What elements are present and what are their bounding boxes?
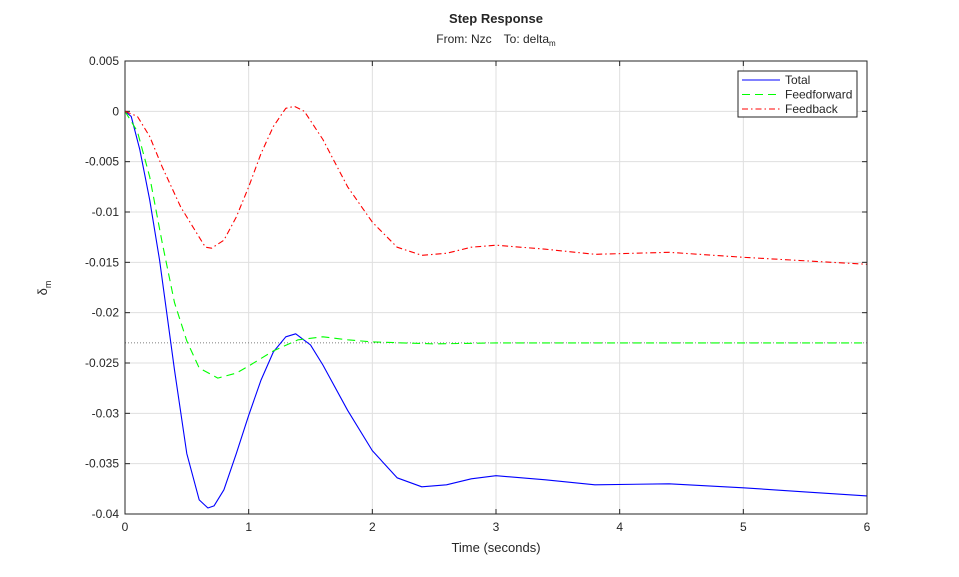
x-tick-label: 2 (369, 520, 376, 534)
x-tick-label: 5 (740, 520, 747, 534)
y-tick-label: -0.035 (85, 457, 119, 471)
legend-label-feedback: Feedback (785, 102, 839, 116)
x-tick-label: 6 (864, 520, 871, 534)
series-lines (124, 105, 868, 509)
x-axis-label: Time (seconds) (451, 540, 540, 555)
plot-area-border (124, 60, 868, 515)
axis-ticks: 0 1 2 3 4 5 6 0.005 0 -0.005 -0.01 -0.015 -0.02 -0.02… (85, 54, 871, 534)
x-tick-label: 1 (245, 520, 252, 534)
y-tick-label: -0.04 (92, 507, 120, 521)
y-tick-label: 0 (112, 104, 119, 118)
series-line-total (124, 110, 868, 509)
y-tick-label: -0.015 (85, 255, 119, 269)
x-tick-label: 4 (616, 520, 623, 534)
y-tick-label: -0.005 (85, 155, 119, 169)
chart-subtitle: From: Nzc To: deltam (436, 32, 556, 48)
y-tick-label: -0.01 (92, 205, 120, 219)
legend-label-feedforward: Feedforward (785, 88, 852, 102)
y-tick-label: -0.025 (85, 356, 119, 370)
x-tick-label: 0 (122, 520, 129, 534)
legend-label-total: Total (785, 73, 810, 87)
series-line-feedback (124, 105, 868, 265)
subtitle-to-sub: m (549, 39, 556, 48)
subtitle-from: From: Nzc (436, 32, 491, 46)
chart-title: Step Response (449, 11, 543, 26)
y-tick-label: 0.005 (89, 54, 119, 68)
series-line-feedforward (124, 111, 867, 379)
subtitle-to: To: delta (504, 32, 550, 46)
y-axis-label-main: δ (35, 288, 50, 295)
y-axis-label-sub: m (43, 281, 53, 289)
y-tick-label: -0.03 (92, 406, 120, 420)
grid (124, 60, 868, 515)
x-tick-label: 3 (493, 520, 500, 534)
y-axis-label: δm (35, 281, 53, 296)
y-tick-label: -0.02 (92, 306, 120, 320)
